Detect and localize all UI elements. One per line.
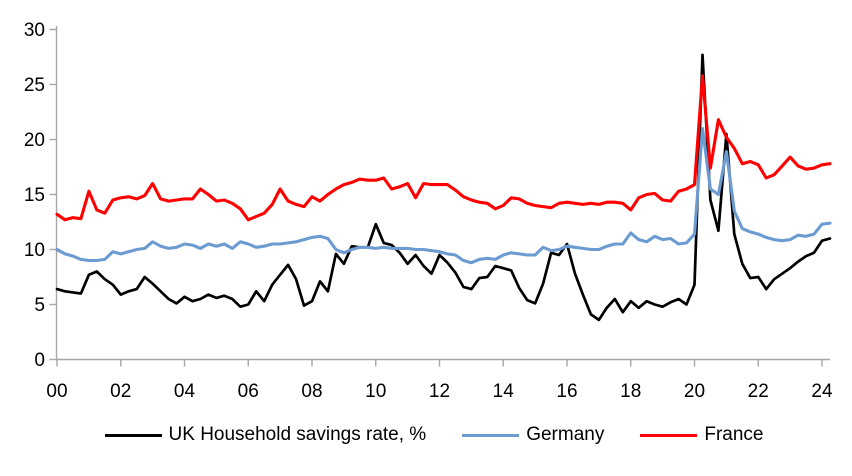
series-line-germany (55, 126, 832, 265)
legend-item-france: France (640, 424, 763, 446)
legend-swatch-germany (462, 433, 520, 437)
x-axis-tick-label: 20 (684, 381, 705, 402)
legend-label-uk: UK Household savings rate, % (168, 424, 427, 445)
y-axis-tick-label: 0 (34, 350, 45, 371)
x-axis-tick-label: 06 (238, 381, 259, 402)
x-axis-tick-label: 04 (174, 381, 196, 402)
legend-label-germany: Germany (526, 424, 605, 445)
x-axis-tick-label: 24 (811, 381, 833, 402)
y-axis-tick-label: 20 (24, 130, 45, 151)
y-axis-tick-label: 5 (34, 295, 45, 316)
x-axis-tick-label: 16 (556, 381, 577, 402)
legend-label-france: France (704, 424, 764, 445)
y-axis-tick-label: 25 (24, 75, 45, 96)
legend-swatch-uk (104, 433, 162, 437)
chart-legend: UK Household savings rate, % Germany Fra… (8, 424, 852, 446)
y-axis-tick-label: 15 (24, 185, 45, 206)
series-line-uk-household-savings-rate (55, 53, 832, 322)
x-axis-tick-label: 02 (110, 381, 131, 402)
x-axis-tick-label: 08 (301, 381, 322, 402)
y-axis-tick-label: 10 (24, 240, 45, 261)
legend-swatch-france (640, 433, 698, 437)
series-line-france (55, 74, 832, 222)
plot-area: 0 5 10 15 20 25 30 00 02 04 06 08 10 12 14 16 18 20 22 24 (24, 20, 833, 402)
x-axis-tick-label: 12 (429, 381, 450, 402)
x-axis-tick-label: 10 (365, 381, 386, 402)
x-axis-tick-label: 14 (493, 381, 515, 402)
x-axis-tick-label: 22 (748, 381, 769, 402)
legend-item-uk: UK Household savings rate, % (104, 424, 427, 446)
legend-item-germany: Germany (462, 424, 604, 446)
y-axis-tick-label: 30 (24, 20, 45, 41)
x-axis-tick-label: 18 (620, 381, 641, 402)
x-axis-tick-label: 00 (46, 381, 67, 402)
